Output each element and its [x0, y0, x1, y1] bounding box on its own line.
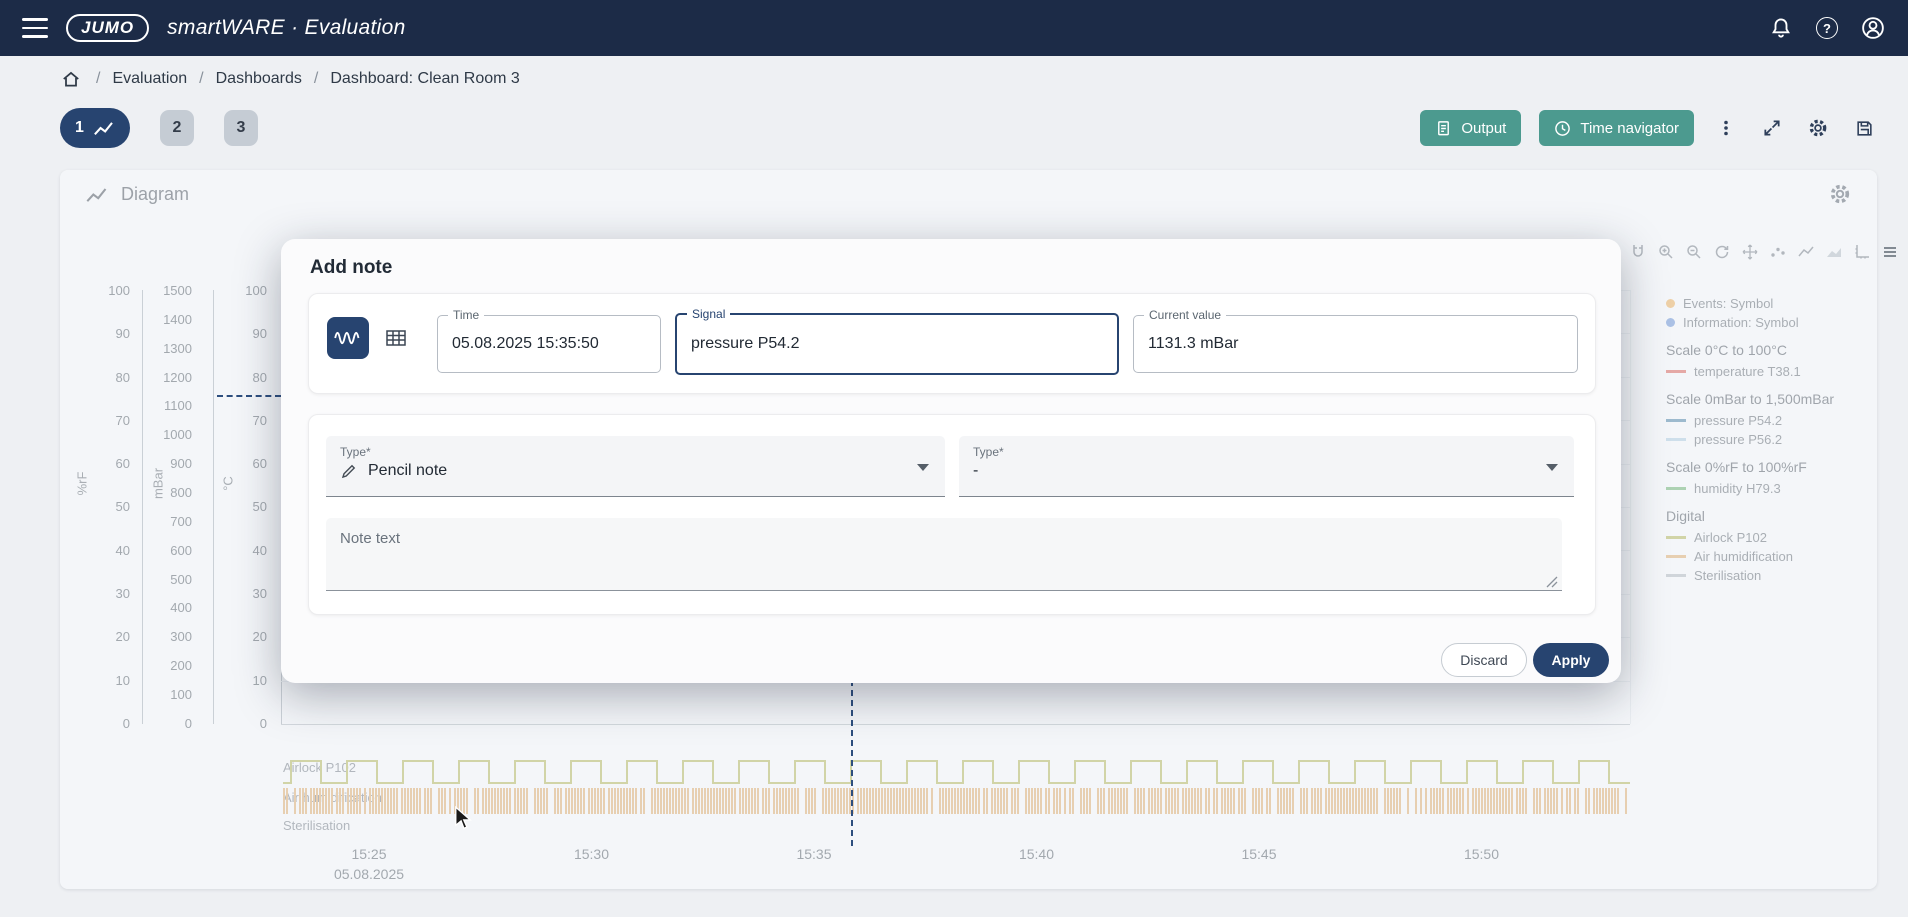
note-type-select-label: Type* — [326, 436, 945, 459]
current-value-field-label: Current value — [1144, 308, 1226, 322]
pencil-icon — [340, 462, 358, 480]
chevron-down-icon — [917, 464, 929, 471]
tab-page-1[interactable]: 1 — [60, 108, 130, 148]
notifications-bell-icon[interactable] — [1768, 15, 1794, 41]
add-note-dialog: Add note Time Signal Current value Type*… — [281, 239, 1621, 683]
breadcrumb-separator: / — [96, 70, 100, 88]
breadcrumb-item[interactable]: Evaluation — [112, 70, 187, 88]
save-icon[interactable] — [1850, 114, 1878, 142]
app-title: smartWARE · Evaluation — [167, 16, 405, 40]
time-navigator-button-label: Time navigator — [1580, 120, 1679, 137]
help-icon[interactable]: ? — [1816, 17, 1838, 39]
breadcrumb-item[interactable]: Dashboard: Clean Room 3 — [330, 70, 519, 88]
output-button[interactable]: Output — [1420, 110, 1521, 146]
more-options-kebab-icon[interactable] — [1712, 114, 1740, 142]
line-chart-icon — [93, 120, 115, 136]
fullscreen-expand-icon[interactable] — [1758, 114, 1786, 142]
breadcrumb-item[interactable]: Dashboards — [216, 70, 302, 88]
discard-button[interactable]: Discard — [1441, 643, 1527, 677]
output-button-label: Output — [1461, 120, 1506, 137]
time-navigator-button[interactable]: Time navigator — [1539, 110, 1694, 146]
breadcrumb-separator: / — [199, 70, 203, 88]
apply-button[interactable]: Apply — [1533, 643, 1609, 677]
document-icon — [1435, 120, 1452, 137]
time-input[interactable] — [438, 316, 660, 372]
crosshair-value-marker — [217, 395, 281, 397]
dialog-title: Add note — [310, 257, 392, 279]
application-window: JUMO smartWARE · Evaluation ? / Evaluatio… — [0, 0, 1908, 917]
top-app-bar: JUMO smartWARE · Evaluation ? — [0, 0, 1908, 56]
account-icon[interactable] — [1860, 15, 1886, 41]
note-type-select-value: Pencil note — [368, 462, 447, 480]
note-text-input[interactable] — [326, 518, 1562, 591]
note-style-waveform-button[interactable] — [327, 317, 369, 359]
table-icon — [384, 326, 408, 350]
settings-gear-icon[interactable] — [1804, 114, 1832, 142]
breadcrumb: / Evaluation / Dashboards / Dashboard: Clean … — [0, 56, 1908, 102]
tab-page-2[interactable]: 2 — [160, 110, 194, 146]
signal-input[interactable] — [677, 315, 1117, 373]
menu-icon[interactable] — [22, 18, 48, 38]
tab-label: 1 — [75, 119, 84, 137]
home-icon[interactable] — [58, 66, 84, 92]
signal-field[interactable]: Signal — [675, 313, 1119, 375]
jumo-logo: JUMO — [66, 14, 149, 42]
note-type-select[interactable]: Type* Pencil note — [326, 436, 945, 497]
secondary-type-select-value: - — [973, 462, 978, 480]
tab-page-3[interactable]: 3 — [224, 110, 258, 146]
clock-icon — [1554, 120, 1571, 137]
resize-handle-icon[interactable] — [1545, 575, 1559, 589]
dashboard-toolbar: 1 2 3 Output Time navigator — [0, 102, 1908, 154]
breadcrumb-separator: / — [314, 70, 318, 88]
chevron-down-icon — [1546, 464, 1558, 471]
secondary-type-select[interactable]: Type* - — [959, 436, 1574, 497]
current-value-input[interactable] — [1134, 316, 1577, 372]
signal-field-label: Signal — [687, 307, 730, 321]
note-style-table-button[interactable] — [375, 317, 417, 359]
waveform-icon — [334, 324, 362, 352]
current-value-field[interactable]: Current value — [1133, 315, 1578, 373]
time-field-label: Time — [448, 308, 484, 322]
time-field[interactable]: Time — [437, 315, 661, 373]
secondary-type-select-label: Type* — [959, 436, 1574, 459]
layers-icon[interactable] — [1880, 242, 1900, 262]
